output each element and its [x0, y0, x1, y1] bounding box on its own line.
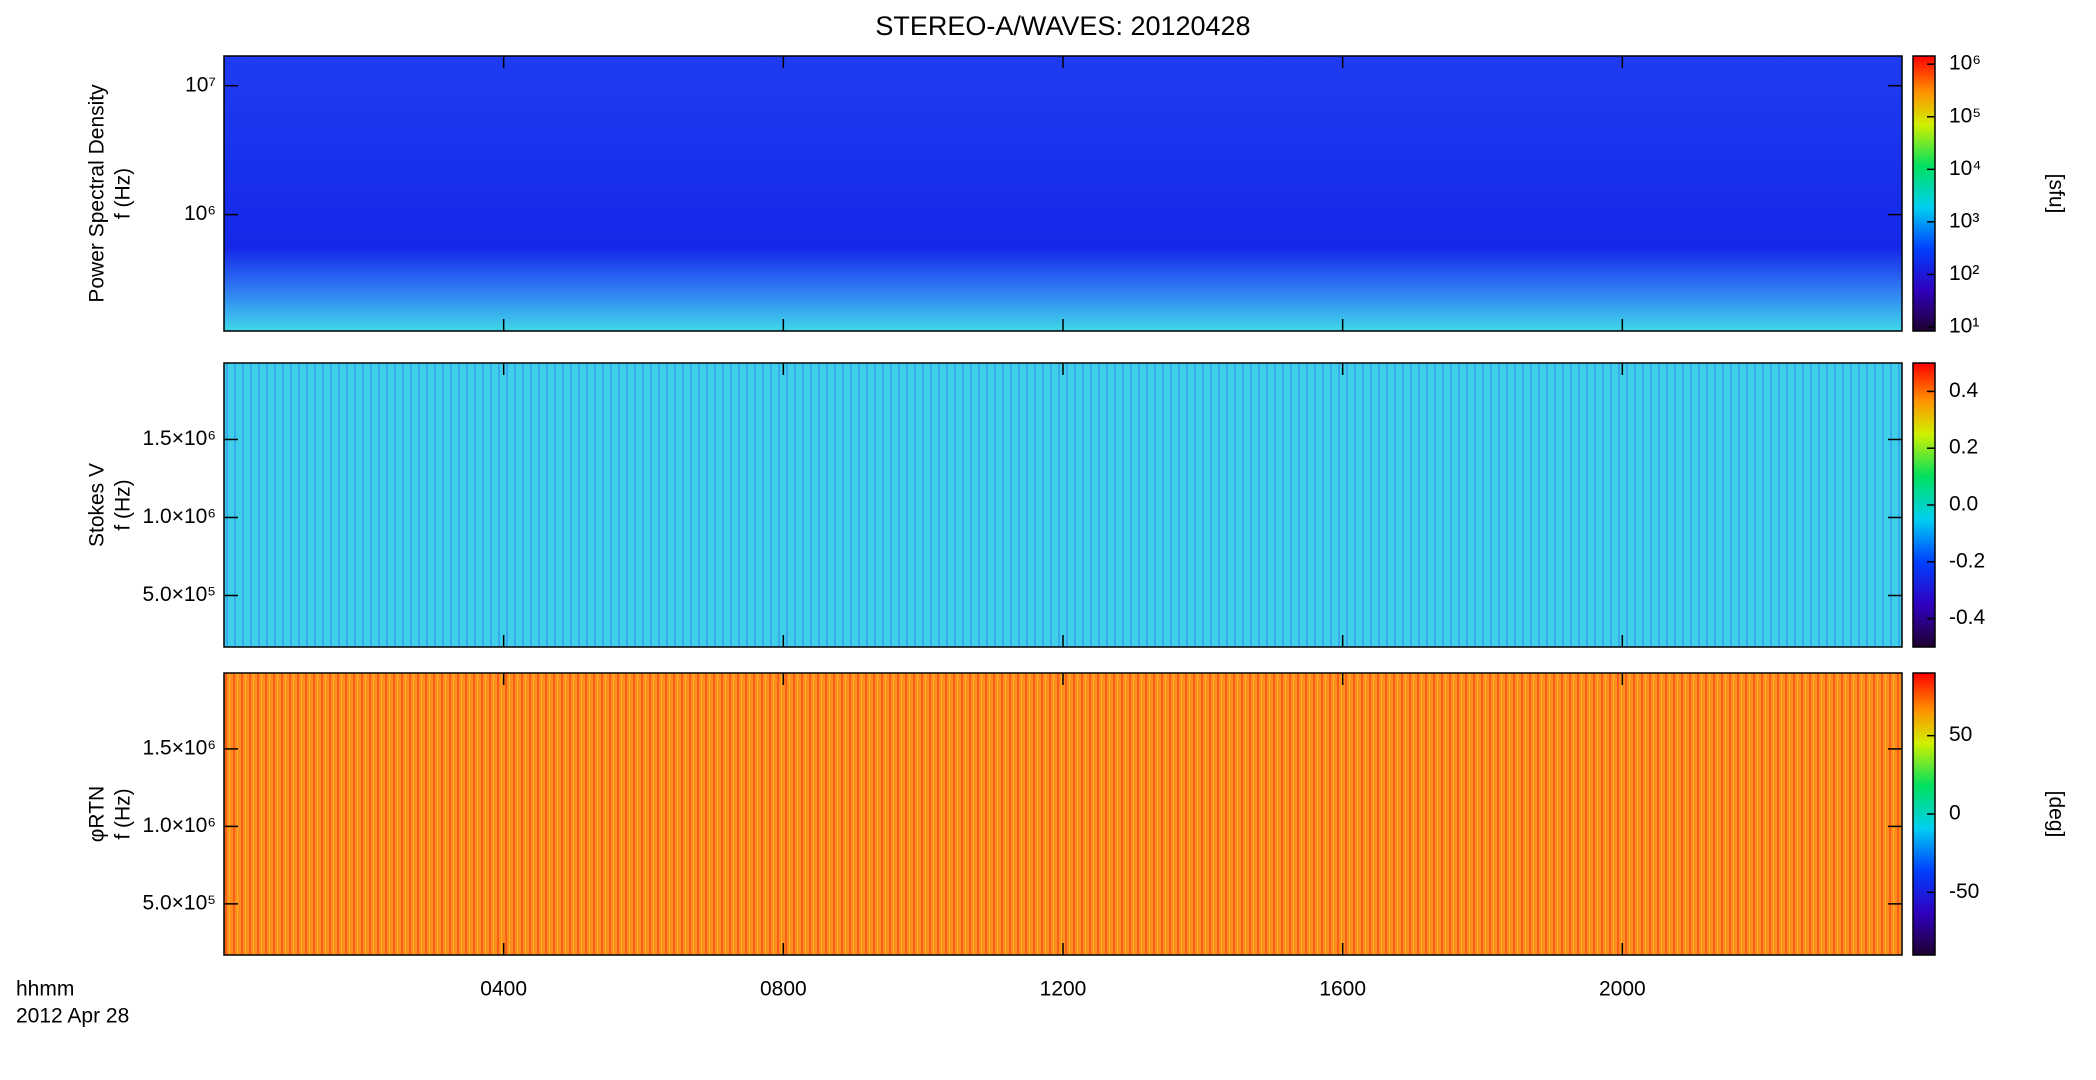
y-axis-label: f (Hz) [112, 168, 135, 219]
colorbar-tick-label: 50 [1949, 723, 1972, 746]
x-tick-label: 0400 [480, 978, 527, 1001]
spectrogram [224, 56, 1902, 331]
y-tick-label: 1.0×10⁶ [143, 814, 216, 837]
y-tick-label: 5.0×10⁵ [142, 891, 216, 914]
x-tick-label: 1200 [1040, 978, 1087, 1001]
colorbar-tick-label: 10⁶ [1949, 52, 1981, 75]
colorbar-tick-label: 10⁵ [1949, 104, 1981, 127]
y-tick-label: 10⁶ [184, 202, 216, 225]
y-tick-label: 1.5×10⁶ [143, 736, 216, 759]
colorbar-tick-label: -0.4 [1949, 606, 1986, 629]
y-axis-label: Power Spectral Density [86, 84, 109, 303]
x-axis-label: hhmm [16, 978, 74, 1001]
x-tick-label: 0800 [760, 978, 807, 1001]
y-tick-label: 1.5×10⁶ [143, 427, 216, 450]
colorbar-tick-label: 0 [1949, 802, 1961, 825]
y-tick-label: 1.0×10⁶ [143, 505, 216, 528]
colorbar-tick-label: 10¹ [1949, 315, 1979, 338]
y-axis-label: f (Hz) [112, 479, 135, 530]
y-axis-label: Stokes V [86, 463, 109, 547]
colorbar [1912, 55, 1936, 332]
y-tick-label: 10⁷ [185, 73, 216, 96]
y-tick-label: 5.0×10⁵ [142, 583, 216, 606]
spectrogram [224, 673, 1902, 955]
colorbar-tick-label: 10³ [1949, 209, 1979, 232]
colorbar-tick-label: 10⁴ [1949, 157, 1981, 180]
colorbar-tick-label: 0.2 [1949, 436, 1978, 459]
y-axis-label: φRTN [86, 786, 109, 842]
colorbar-tick-label: 10² [1949, 262, 1979, 285]
colorbar-tick-label: 0.0 [1949, 493, 1978, 516]
colorbar-label: [sfu] [2044, 174, 2067, 214]
y-axis-label: f (Hz) [112, 788, 135, 839]
spectrogram [224, 363, 1902, 647]
colorbar-label: [deg] [2044, 791, 2067, 838]
colorbar-tick-label: -0.2 [1949, 549, 1985, 572]
colorbar-tick-label: 0.4 [1949, 379, 1979, 402]
chart-title: STEREO-A/WAVES: 20120428 [875, 11, 1250, 41]
date-label: 2012 Apr 28 [16, 1005, 129, 1028]
colorbar-tick-label: -50 [1949, 880, 1979, 903]
x-tick-label: 2000 [1599, 978, 1646, 1001]
x-tick-label: 1600 [1319, 978, 1366, 1001]
